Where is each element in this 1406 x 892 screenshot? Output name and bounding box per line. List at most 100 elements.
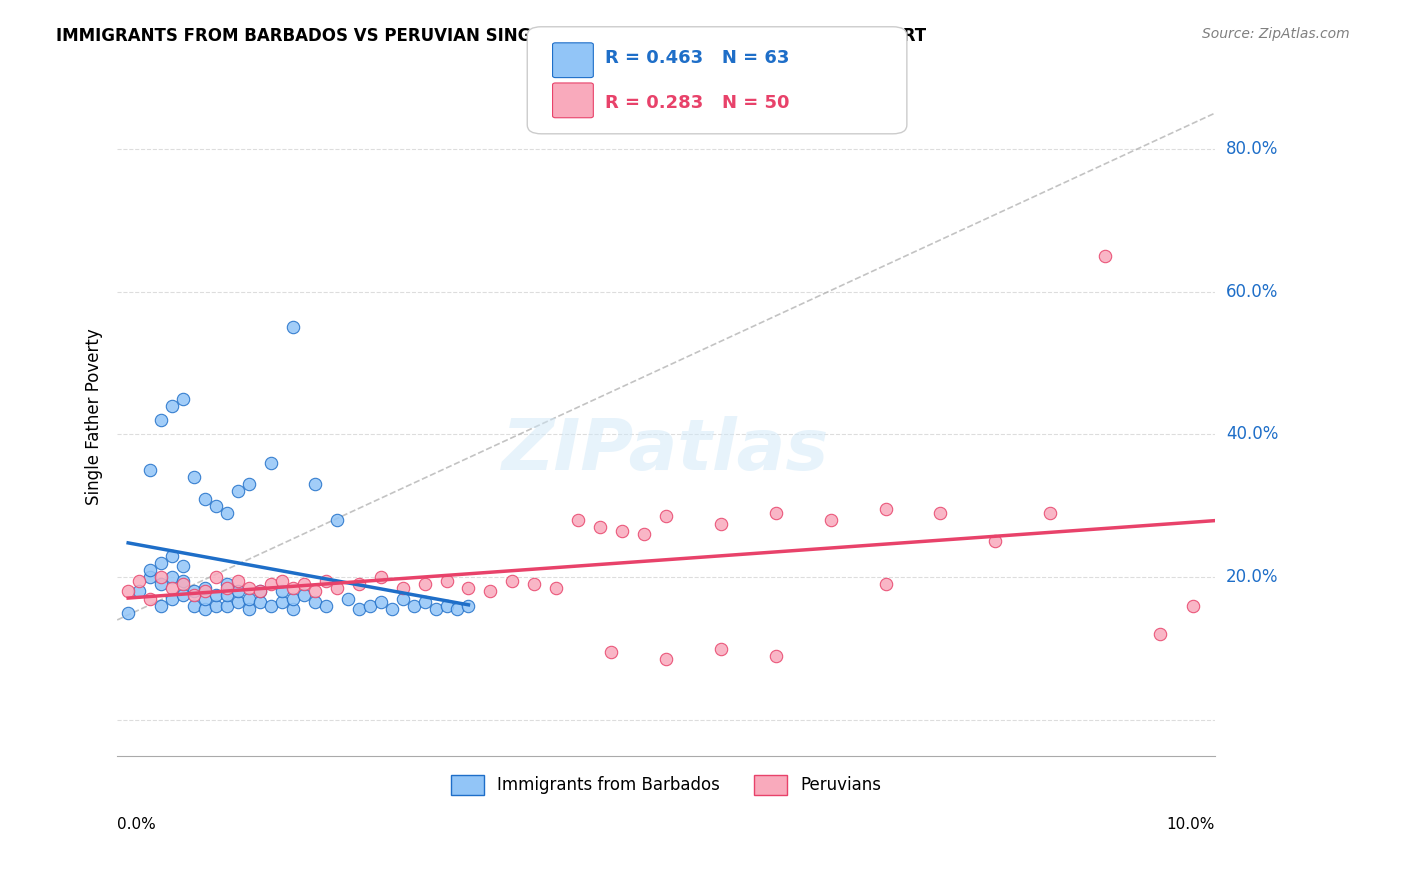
Point <box>249 584 271 599</box>
Point <box>304 477 326 491</box>
Point <box>984 534 1007 549</box>
Point <box>139 591 162 606</box>
Point <box>226 484 249 499</box>
Point <box>1149 627 1171 641</box>
Point <box>457 599 479 613</box>
Point <box>215 577 238 591</box>
Point <box>304 595 326 609</box>
Point <box>567 513 589 527</box>
Point <box>402 599 425 613</box>
Point <box>128 584 150 599</box>
Point <box>633 527 655 541</box>
Point <box>325 513 347 527</box>
Point <box>226 595 249 609</box>
Point <box>205 588 228 602</box>
Point <box>589 520 612 534</box>
Point <box>183 470 205 484</box>
Point <box>359 599 381 613</box>
Point <box>226 574 249 588</box>
Point <box>260 599 283 613</box>
Point <box>336 591 359 606</box>
Point <box>370 595 392 609</box>
Text: 80.0%: 80.0% <box>1226 140 1278 158</box>
Point <box>160 399 183 413</box>
Text: 0.0%: 0.0% <box>117 816 156 831</box>
Point <box>370 570 392 584</box>
Point <box>238 581 260 595</box>
Point <box>292 577 315 591</box>
Point <box>172 392 194 406</box>
Point <box>194 491 217 506</box>
Point <box>765 506 787 520</box>
Point <box>347 602 370 616</box>
Point <box>215 506 238 520</box>
Point <box>183 588 205 602</box>
Point <box>150 556 173 570</box>
Point <box>546 581 568 595</box>
Point <box>260 456 283 470</box>
Point <box>226 584 249 599</box>
Point <box>139 463 162 477</box>
Point <box>150 599 173 613</box>
Point <box>205 599 228 613</box>
Point <box>117 584 139 599</box>
Point <box>194 591 217 606</box>
Point <box>413 595 436 609</box>
Point <box>655 509 678 524</box>
Point <box>655 652 678 666</box>
Point <box>215 599 238 613</box>
Text: 20.0%: 20.0% <box>1226 568 1278 586</box>
Point <box>1181 599 1204 613</box>
Point <box>600 645 623 659</box>
Point <box>238 591 260 606</box>
Point <box>391 581 413 595</box>
Point <box>413 577 436 591</box>
Point <box>260 577 283 591</box>
Point <box>929 506 952 520</box>
Text: 10.0%: 10.0% <box>1167 816 1215 831</box>
Point <box>183 599 205 613</box>
Point <box>194 581 217 595</box>
Point <box>875 577 897 591</box>
Point <box>128 574 150 588</box>
Point <box>117 606 139 620</box>
Point <box>479 584 502 599</box>
Point <box>215 581 238 595</box>
Point <box>270 584 292 599</box>
Text: IMMIGRANTS FROM BARBADOS VS PERUVIAN SINGLE FATHER POVERTY CORRELATION CHART: IMMIGRANTS FROM BARBADOS VS PERUVIAN SIN… <box>56 27 927 45</box>
Point <box>457 581 479 595</box>
Point <box>150 570 173 584</box>
Point <box>610 524 633 538</box>
Point <box>501 574 523 588</box>
Point <box>194 584 217 599</box>
Point <box>172 588 194 602</box>
Point <box>172 574 194 588</box>
Point <box>436 574 458 588</box>
Point <box>172 577 194 591</box>
Y-axis label: Single Father Poverty: Single Father Poverty <box>86 328 103 505</box>
Point <box>523 577 546 591</box>
Point <box>139 570 162 584</box>
Text: ZIPatlas: ZIPatlas <box>502 416 830 485</box>
Point <box>315 574 337 588</box>
Point <box>205 570 228 584</box>
Point <box>281 320 304 334</box>
Point <box>194 602 217 616</box>
Point <box>160 570 183 584</box>
Point <box>820 513 842 527</box>
Point <box>281 591 304 606</box>
Point <box>160 581 183 595</box>
Point <box>765 648 787 663</box>
Point <box>710 516 733 531</box>
Legend: Immigrants from Barbados, Peruvians: Immigrants from Barbados, Peruvians <box>444 768 889 802</box>
Point <box>249 595 271 609</box>
Point <box>172 559 194 574</box>
Point <box>205 499 228 513</box>
Point <box>160 591 183 606</box>
Point <box>325 581 347 595</box>
Point <box>150 413 173 427</box>
Point <box>1039 506 1062 520</box>
Point <box>160 549 183 563</box>
Point <box>270 574 292 588</box>
Point <box>304 584 326 599</box>
